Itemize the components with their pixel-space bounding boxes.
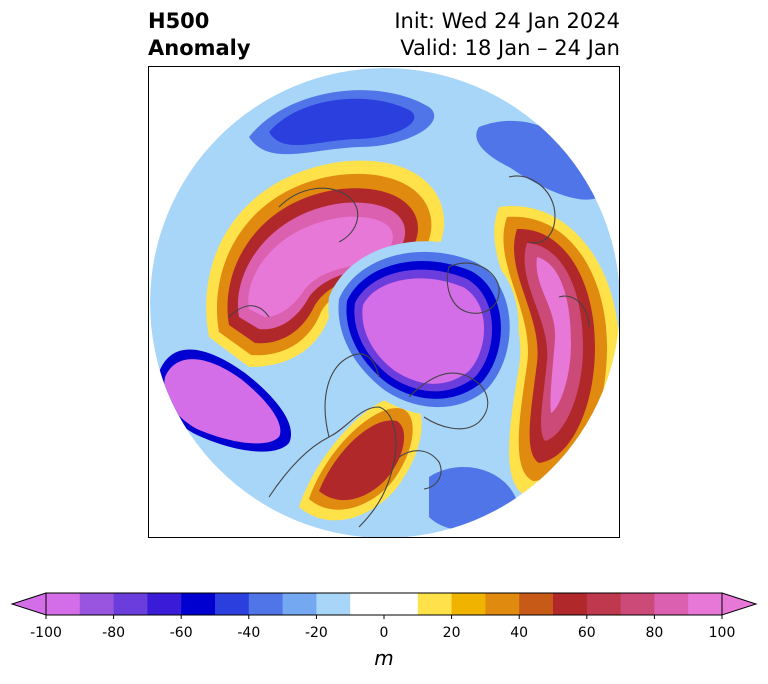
colorbar-segment <box>350 593 385 615</box>
valid-range: Valid: 18 Jan – 24 Jan <box>400 36 620 60</box>
colorbar-segment <box>181 593 216 615</box>
anomaly-map <box>148 66 620 538</box>
colorbar-segment <box>553 593 588 615</box>
colorbar-tick-label: 80 <box>645 625 664 641</box>
colorbar-segment <box>79 593 115 615</box>
colorbar-segment <box>654 593 689 615</box>
colorbar-tick-label: -20 <box>304 625 328 641</box>
trough-north-atlantic <box>249 90 435 155</box>
colorbar-segment <box>316 593 351 615</box>
colorbar-segment <box>586 593 622 615</box>
colorbar-tick-label: 20 <box>442 625 461 641</box>
title-right: Init: Wed 24 Jan 2024 Valid: 18 Jan – 24… <box>394 8 620 62</box>
colorbar-tick-label: 60 <box>577 625 596 641</box>
colorbar-segment <box>282 593 317 615</box>
colorbar-segment <box>519 593 554 615</box>
colorbar-segment <box>620 593 655 615</box>
title-left: H500 Anomaly <box>148 8 251 62</box>
init-date: Init: Wed 24 Jan 2024 <box>394 9 620 33</box>
colorbar-unit: m <box>374 646 394 670</box>
trough-arctic <box>328 241 519 416</box>
ridge-pacific <box>206 160 445 367</box>
coastlines <box>228 175 590 528</box>
colorbar-segment <box>113 593 148 615</box>
colorbar <box>10 592 758 619</box>
colorbar-tick-label: -100 <box>30 625 62 641</box>
colorbar-segment <box>46 593 81 615</box>
colorbar-tick-label: 40 <box>510 625 529 641</box>
colorbar-extend-under <box>10 592 47 616</box>
colorbar-segment <box>384 593 419 615</box>
title-subfield: Anomaly <box>148 36 251 60</box>
ridge-eastern-us <box>299 395 422 521</box>
map-svg <box>150 68 619 537</box>
colorbar-tick-label: -40 <box>237 625 261 641</box>
colorbar-tick-label: -60 <box>169 625 193 641</box>
colorbar-tick-label: -80 <box>102 625 126 641</box>
colorbar-segments <box>46 593 723 615</box>
trough-pacific <box>153 340 302 458</box>
trough-europe <box>476 120 599 200</box>
colorbar-ticks <box>45 615 723 619</box>
title-field: H500 <box>148 9 210 33</box>
colorbar-segment <box>485 593 520 615</box>
colorbar-segment <box>417 593 453 615</box>
colorbar-extend-over <box>721 592 758 616</box>
colorbar-segment <box>248 593 284 615</box>
colorbar-segment <box>215 593 250 615</box>
colorbar-segment <box>147 593 182 615</box>
anomaly-field <box>150 68 619 537</box>
colorbar-tick-label: 100 <box>708 625 736 641</box>
colorbar-tick-label: 0 <box>379 625 389 641</box>
colorbar-segment <box>451 593 486 615</box>
colorbar-segment <box>688 593 723 615</box>
